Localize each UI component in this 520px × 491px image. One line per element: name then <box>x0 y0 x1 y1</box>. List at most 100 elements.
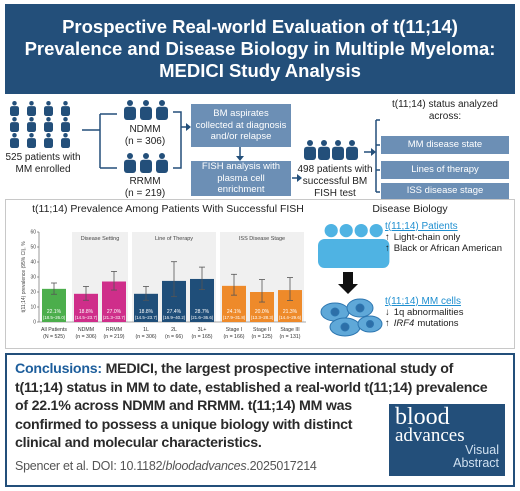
head <box>63 101 68 106</box>
arrow: ↓ <box>385 307 390 318</box>
enrolled-label: 525 patients with MM enrolled <box>5 152 81 175</box>
x-tick-label: NDMM <box>78 327 94 333</box>
x-tick-n: (n = 219) <box>104 334 125 340</box>
error-bar <box>287 277 293 301</box>
error-bar <box>51 282 57 295</box>
person-icon <box>10 117 19 132</box>
body <box>10 122 19 132</box>
person-icon <box>27 101 36 116</box>
analyzed-box: ISS disease stage <box>381 183 509 199</box>
value-label: 27.0% <box>107 309 122 315</box>
finding: ↑ Light-chain only <box>385 232 513 243</box>
finding: ↑ Black or African American <box>385 243 513 254</box>
body <box>140 106 152 120</box>
nucleus <box>330 307 340 317</box>
head <box>349 140 355 146</box>
person-icon <box>363 224 390 268</box>
body <box>304 146 316 160</box>
error-bar <box>143 286 149 301</box>
y-axis-label: t(11;14) prevalence (95% CI), % <box>21 241 27 313</box>
person-icon <box>124 153 136 173</box>
y-tick-label: 10 <box>30 305 36 311</box>
head <box>335 140 341 146</box>
finding-text: Light-chain only <box>393 232 461 243</box>
gene: IRF4 <box>393 318 415 329</box>
findings-list: ↓ 1q abnormalities ↑ IRF4 mutations <box>385 307 513 329</box>
person-icon <box>140 153 152 173</box>
head <box>12 133 17 138</box>
head <box>143 153 149 159</box>
arrow: ↑ <box>385 318 390 329</box>
person-icon <box>318 140 330 160</box>
citation: Spencer et al. DOI: 10.1182/bloodadvance… <box>15 457 505 476</box>
ci-label: (16.9–40.2) <box>163 315 186 320</box>
body <box>44 122 53 132</box>
head <box>127 153 133 159</box>
head <box>307 140 313 146</box>
successful-label: 498 patients with successful BM FISH tes… <box>297 164 373 199</box>
head <box>321 140 327 146</box>
person-icon <box>10 133 19 148</box>
head <box>29 101 34 106</box>
chart-title: t(11;14) Prevalence Among Patients With … <box>32 203 304 215</box>
finding-text: Black or African American <box>393 243 502 254</box>
y-tick-label: 50 <box>30 245 36 251</box>
chart-panel <box>5 199 515 349</box>
person-icon <box>27 117 36 132</box>
citation-em: bloodadvances <box>165 458 247 473</box>
nucleus <box>366 320 374 328</box>
patients-findings: t(11;14) Patients ↑ Light-chain only ↑ Blac… <box>385 221 513 254</box>
x-tick-n: (n = 306) <box>76 334 97 340</box>
head <box>63 117 68 122</box>
journal-logo: blood advances Visual Abstract <box>389 404 505 476</box>
value-label: 24.1% <box>227 309 242 315</box>
person-icon <box>304 140 316 160</box>
error-bar <box>83 286 89 301</box>
person-icon <box>140 100 152 120</box>
ci-label: (17.9–31.8) <box>223 315 246 320</box>
x-tick-n: (n = 66) <box>165 334 183 340</box>
body <box>124 159 136 173</box>
error-bar <box>171 261 177 298</box>
value-label: 27.4% <box>167 309 182 315</box>
body <box>156 159 168 173</box>
person-icon <box>61 133 70 148</box>
body <box>44 106 53 116</box>
ci-label: (18.5–26.0) <box>43 315 66 320</box>
head <box>29 117 34 122</box>
biology-title: Disease Biology <box>372 203 448 215</box>
down-arrow <box>338 272 358 294</box>
x-tick-n: (N = 525) <box>43 334 65 340</box>
x-tick-n: (n = 166) <box>224 334 245 340</box>
ci-label: (14.5–23.7) <box>75 315 98 320</box>
body <box>61 106 70 116</box>
person-icon <box>124 100 136 120</box>
person-icon <box>44 117 53 132</box>
bracket <box>364 119 380 193</box>
cells <box>320 298 383 337</box>
analyzed-box: MM disease state <box>381 136 509 154</box>
body <box>124 106 136 120</box>
conclusions: blood advances Visual Abstract Conclusion… <box>5 353 515 487</box>
value-label: 18.8% <box>139 309 154 315</box>
x-tick-label: 3L+ <box>198 327 207 333</box>
ci-label: (21.6–36.6) <box>191 315 214 320</box>
conclusion-text: Conclusions: MEDICI, the largest prospec… <box>15 360 505 453</box>
nucleus <box>355 303 365 313</box>
y-tick-label: 60 <box>30 230 36 236</box>
ndmm-n: (n = 306) <box>124 136 166 147</box>
body <box>363 238 390 268</box>
rrmm: RRMM <box>129 176 161 187</box>
body <box>140 159 152 173</box>
person-icon <box>61 117 70 132</box>
person-icon <box>332 140 344 160</box>
arrow-head <box>236 156 244 161</box>
arrow-head <box>371 148 376 156</box>
group-label: Line of Therapy <box>155 236 193 242</box>
value-label: 20.0% <box>255 309 270 315</box>
body <box>156 106 168 120</box>
citation-prefix: Spencer et al. DOI: 10.1182/ <box>15 458 166 473</box>
cells-findings: t(11;14) MM cells ↓ 1q abnormalities ↑ IRF4… <box>385 296 513 329</box>
body <box>27 122 36 132</box>
value-label: 22.1% <box>47 309 62 315</box>
